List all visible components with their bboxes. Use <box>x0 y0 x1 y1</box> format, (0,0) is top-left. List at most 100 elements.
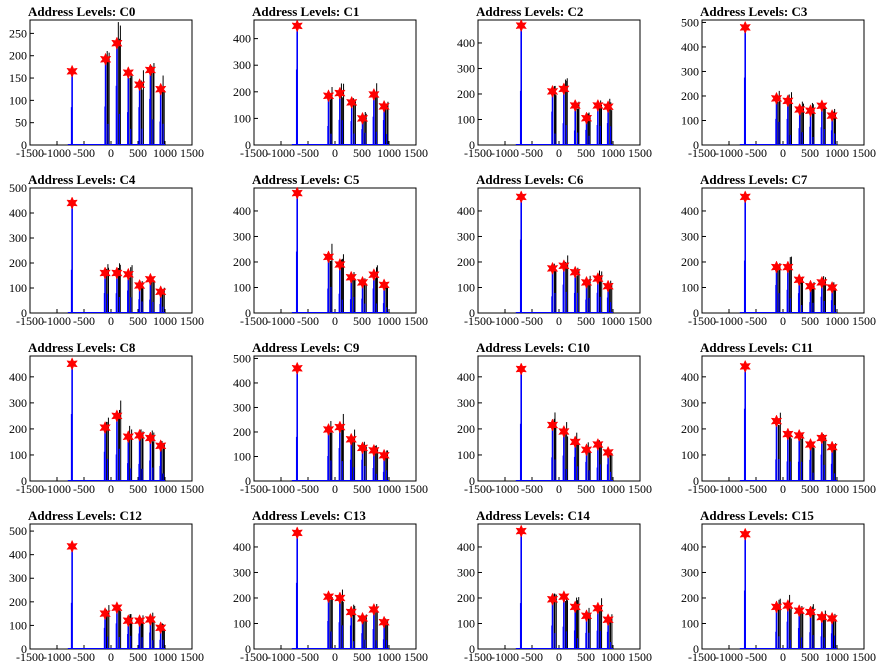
peak-marker <box>356 111 369 126</box>
x-tick-label: -1000 <box>715 314 743 328</box>
peak-marker <box>66 539 78 554</box>
peak-marker <box>739 190 751 204</box>
x-tick-label: -1000 <box>43 650 71 664</box>
x-tick-label: 0 <box>780 314 786 328</box>
peak-marker <box>356 611 369 626</box>
peak-marker <box>111 601 123 615</box>
plot-frame <box>477 355 641 482</box>
x-tick-label: 1000 <box>825 482 849 496</box>
y-tick-label: 200 <box>9 422 27 436</box>
peak-marker <box>580 275 593 290</box>
peak-marker <box>515 18 527 33</box>
peak-marker <box>804 437 817 452</box>
panel-c4: Address Levels: C40100200300400500-1500-… <box>9 172 204 328</box>
panel-c11: Address Levels: C11 0 100 200 300 400 -1500 -10… <box>681 340 876 496</box>
x-tick-label: -1500 <box>16 146 44 160</box>
panel-title: Address Levels: C11 <box>700 340 813 355</box>
x-tick-label: -1000 <box>267 650 295 664</box>
panel-c1: Address Levels: C1 0 100 200 300 400 -1500 -100… <box>233 4 428 160</box>
panel-c12: Address Levels: C12 0 100 200 300 400 500 -1500… <box>9 508 204 664</box>
peak-marker <box>291 526 303 540</box>
x-tick-label: 1500 <box>628 650 652 664</box>
panel-c3: Address Levels: C30100200300400500-1500-… <box>681 4 876 160</box>
peak-marker <box>569 265 581 279</box>
plot-frame <box>701 355 865 482</box>
peak-marker <box>378 99 390 114</box>
x-tick-label: 500 <box>353 314 371 328</box>
panel-title: Address Levels: C2 <box>476 4 583 19</box>
y-tick-label: 200 <box>9 595 27 609</box>
x-tick-label: -1500 <box>240 146 268 160</box>
y-tick-label: 200 <box>457 87 475 101</box>
y-tick-label: 100 <box>681 616 699 630</box>
y-tick-label: 400 <box>457 36 475 50</box>
peak-marker <box>826 440 838 454</box>
y-tick-label: 0 <box>469 138 475 152</box>
x-tick-label: -1000 <box>267 314 295 328</box>
peak-marker <box>334 591 346 605</box>
peak-marker <box>592 601 604 615</box>
peak-marker <box>558 259 570 273</box>
peak-marker <box>291 361 303 375</box>
y-tick-label: 0 <box>21 642 27 656</box>
x-tick-label: -500 <box>73 482 95 496</box>
panel-title: Address Levels: C12 <box>28 508 142 523</box>
peak-marker <box>345 95 358 110</box>
x-tick-label: 0 <box>108 314 114 328</box>
y-tick-label: 300 <box>9 396 27 410</box>
x-tick-label: -1000 <box>267 146 295 160</box>
y-tick-label: 500 <box>681 15 699 29</box>
x-tick-label: -1000 <box>715 650 743 664</box>
y-tick-label: 150 <box>9 71 27 85</box>
y-tick-label: 0 <box>469 306 475 320</box>
x-tick-label: -1500 <box>240 482 268 496</box>
peak-marker <box>144 612 157 627</box>
x-tick-label: 1000 <box>601 314 625 328</box>
x-tick-label: -1500 <box>464 650 492 664</box>
peak-marker <box>580 111 593 125</box>
x-tick-label: 1000 <box>153 146 177 160</box>
peak-marker <box>804 605 817 619</box>
x-tick-label: -1000 <box>43 314 71 328</box>
y-tick-label: 300 <box>457 229 475 243</box>
y-tick-label: 300 <box>457 396 475 410</box>
peak-marker <box>111 409 123 423</box>
x-tick-label: 1000 <box>377 482 401 496</box>
x-tick-label: 500 <box>353 146 371 160</box>
x-tick-label: -1000 <box>491 650 519 664</box>
peak-marker <box>770 260 783 274</box>
peak-marker <box>111 36 123 50</box>
x-tick-label: 1500 <box>404 650 428 664</box>
x-tick-label: 1000 <box>377 650 401 664</box>
peak-marker <box>368 268 380 282</box>
peak-marker <box>99 420 111 435</box>
y-tick-label: 200 <box>233 85 251 99</box>
peak-marker <box>739 20 751 35</box>
peak-marker <box>334 257 346 272</box>
peak-marker <box>356 275 369 290</box>
peak-marker <box>770 414 783 428</box>
panel-c6: Address Levels: C6 0 100 200 300 400 -1500 -100… <box>457 172 652 328</box>
peak-marker <box>546 261 559 276</box>
peak-marker <box>133 428 146 443</box>
x-tick-label: -1500 <box>688 314 716 328</box>
panel-c9: Address Levels: C90100200300400500-1500-… <box>233 340 428 496</box>
y-tick-label: 300 <box>457 61 475 75</box>
x-tick-label: 500 <box>353 482 371 496</box>
plot-frame <box>701 187 865 314</box>
panel-title: Address Levels: C10 <box>476 340 590 355</box>
peak-marker <box>793 102 806 117</box>
x-tick-label: 500 <box>129 314 147 328</box>
peak-marker <box>592 98 604 113</box>
peak-marker <box>99 266 111 280</box>
y-tick-label: 200 <box>681 255 699 269</box>
x-tick-label: 0 <box>556 482 562 496</box>
peak-marker <box>322 422 335 437</box>
x-tick-label: 1500 <box>852 482 876 496</box>
y-tick-label: 300 <box>681 565 699 579</box>
peak-marker <box>739 527 751 541</box>
peak-marker <box>368 443 380 458</box>
x-tick-label: 1500 <box>404 314 428 328</box>
y-tick-label: 100 <box>457 112 475 126</box>
